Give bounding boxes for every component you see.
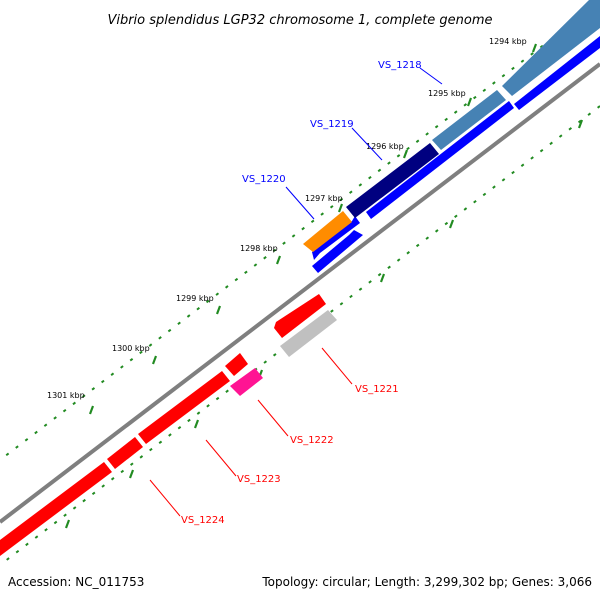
gene-label[interactable]: VS_1224: [181, 515, 225, 526]
gene-vs-1220[interactable]: [303, 211, 352, 252]
gene-vs-1218[interactable]: [502, 0, 600, 96]
gene-vs-1219[interactable]: [346, 143, 439, 218]
genome-backbone: [0, 62, 600, 524]
gene-vs-1218-b: [432, 90, 506, 150]
tick-label: 1298 kbp: [240, 244, 278, 253]
gene-labels: VS_1218 VS_1219 VS_1220 VS_1221 VS_1222 …: [181, 60, 422, 526]
cds-segment: [514, 36, 600, 110]
label-leaders: [149, 67, 443, 517]
gene-vs-1221[interactable]: [280, 310, 337, 357]
gene-vs-1223-upper[interactable]: [225, 353, 248, 376]
accession-text: Accession: NC_011753: [8, 575, 144, 589]
gene-label[interactable]: VS_1221: [355, 384, 399, 395]
cds-segment: [312, 230, 363, 273]
gene-label[interactable]: VS_1223: [237, 474, 281, 485]
cds-segment: [366, 101, 514, 219]
cds-segment: [312, 216, 360, 260]
tick-labels: 1294 kbp 1295 kbp 1296 kbp 1297 kbp 1298…: [47, 37, 527, 400]
forward-genes: [303, 0, 600, 252]
reverse-genes: [0, 294, 337, 556]
map-title: Vibrio splendidus LGP32 chromosome 1, co…: [107, 13, 492, 28]
outer-tick-marks: [0, 1, 600, 461]
gene-vs-1223[interactable]: [138, 371, 230, 444]
tick-label: 1294 kbp: [489, 37, 527, 46]
gene-label[interactable]: VS_1218: [378, 60, 422, 71]
forward-cds-track: [312, 36, 600, 273]
gene-vs-1222[interactable]: [230, 368, 263, 396]
gene-label[interactable]: VS_1219: [310, 119, 354, 130]
outer-major-ticks: [88, 43, 538, 415]
tick-label: 1295 kbp: [428, 89, 466, 98]
genome-summary-text: Topology: circular; Length: 3,299,302 bp…: [261, 575, 592, 589]
gene-vs-1224-upper[interactable]: [274, 294, 326, 338]
tick-label: 1300 kbp: [112, 344, 150, 353]
gene-vs-1224-b[interactable]: [0, 462, 112, 556]
gene-label[interactable]: VS_1220: [242, 174, 286, 185]
tick-label: 1299 kbp: [176, 294, 214, 303]
gene-label[interactable]: VS_1222: [290, 435, 334, 446]
tick-label: 1297 kbp: [305, 194, 343, 203]
tick-label: 1301 kbp: [47, 391, 85, 400]
tick-label: 1296 kbp: [366, 142, 404, 151]
gene-vs-1224[interactable]: [107, 437, 143, 469]
